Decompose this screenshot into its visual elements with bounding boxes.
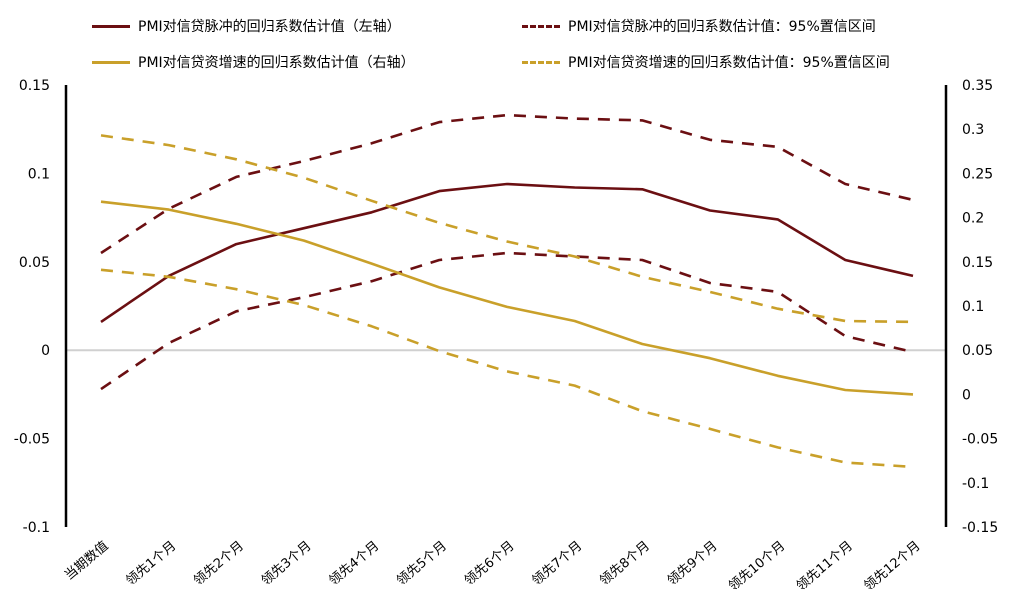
y-right-tick-label: -0.1 <box>962 476 989 492</box>
y-right-tick-label: -0.05 <box>962 432 998 448</box>
y-left-tick-label: 0.15 <box>19 78 50 94</box>
y-left-tick-label: 0 <box>41 343 50 359</box>
x-tick-label: 领先3个月 <box>259 539 315 589</box>
legend-item-4: PMI对信贷资增速的回归系数估计值：95%置信区间 <box>522 52 890 72</box>
y-right-tick-label: 0.05 <box>962 343 993 359</box>
legend-label: PMI对信贷脉冲的回归系数估计值：95%置信区间 <box>568 19 876 35</box>
y-right-tick-label: 0 <box>962 387 971 403</box>
y-right-tick-label: 0.1 <box>962 299 984 315</box>
x-tick-label: 领先2个月 <box>191 539 247 589</box>
legend-swatch <box>92 24 130 28</box>
legend-swatch <box>522 24 560 28</box>
legend-label: PMI对信贷资增速的回归系数估计值：95%置信区间 <box>568 55 890 71</box>
y-right-tick-label: -0.15 <box>962 520 998 536</box>
legend-item-3: PMI对信贷资增速的回归系数估计值（右轴） <box>92 52 415 72</box>
x-tick-label: 领先5个月 <box>394 539 450 589</box>
series-line-4 <box>100 134 914 324</box>
y-right-tick-label: 0.3 <box>962 122 984 138</box>
y-left-tick-label: 0.1 <box>28 166 50 182</box>
legend-swatch <box>92 60 130 64</box>
legend-swatch <box>522 60 560 64</box>
x-tick-label: 领先8个月 <box>597 539 653 589</box>
y-right-tick-label: 0.2 <box>962 211 984 227</box>
y-right-tick-label: 0.35 <box>962 78 993 94</box>
x-tick-label: 领先11个月 <box>794 539 856 595</box>
series-line-1 <box>100 113 914 255</box>
legend-item-1: PMI对信贷脉冲的回归系数估计值（左轴） <box>92 16 401 36</box>
x-tick-label: 领先12个月 <box>861 539 923 595</box>
x-tick-label: 领先6个月 <box>462 539 518 589</box>
y-left-tick-label: -0.1 <box>23 520 50 536</box>
x-tick-label: 领先4个月 <box>326 539 382 589</box>
x-tick-label: 当期数值 <box>61 538 111 584</box>
series-line-5 <box>100 268 914 469</box>
legend-label: PMI对信贷脉冲的回归系数估计值（左轴） <box>138 19 401 35</box>
series-line-0 <box>100 182 914 323</box>
legend-label: PMI对信贷资增速的回归系数估计值（右轴） <box>138 55 415 71</box>
x-tick-label: 领先9个月 <box>665 539 721 589</box>
x-tick-label: 领先7个月 <box>529 539 585 589</box>
legend-item-2: PMI对信贷脉冲的回归系数估计值：95%置信区间 <box>522 16 876 36</box>
y-left-tick-label: 0.05 <box>19 255 50 271</box>
x-tick-label: 领先10个月 <box>726 539 788 595</box>
series-line-3 <box>100 200 914 396</box>
series-line-2 <box>100 251 914 391</box>
y-left-tick-label: -0.05 <box>14 432 50 448</box>
y-right-tick-label: 0.15 <box>962 255 993 271</box>
y-right-tick-label: 0.25 <box>962 166 993 182</box>
x-tick-label: 领先1个月 <box>123 539 179 589</box>
